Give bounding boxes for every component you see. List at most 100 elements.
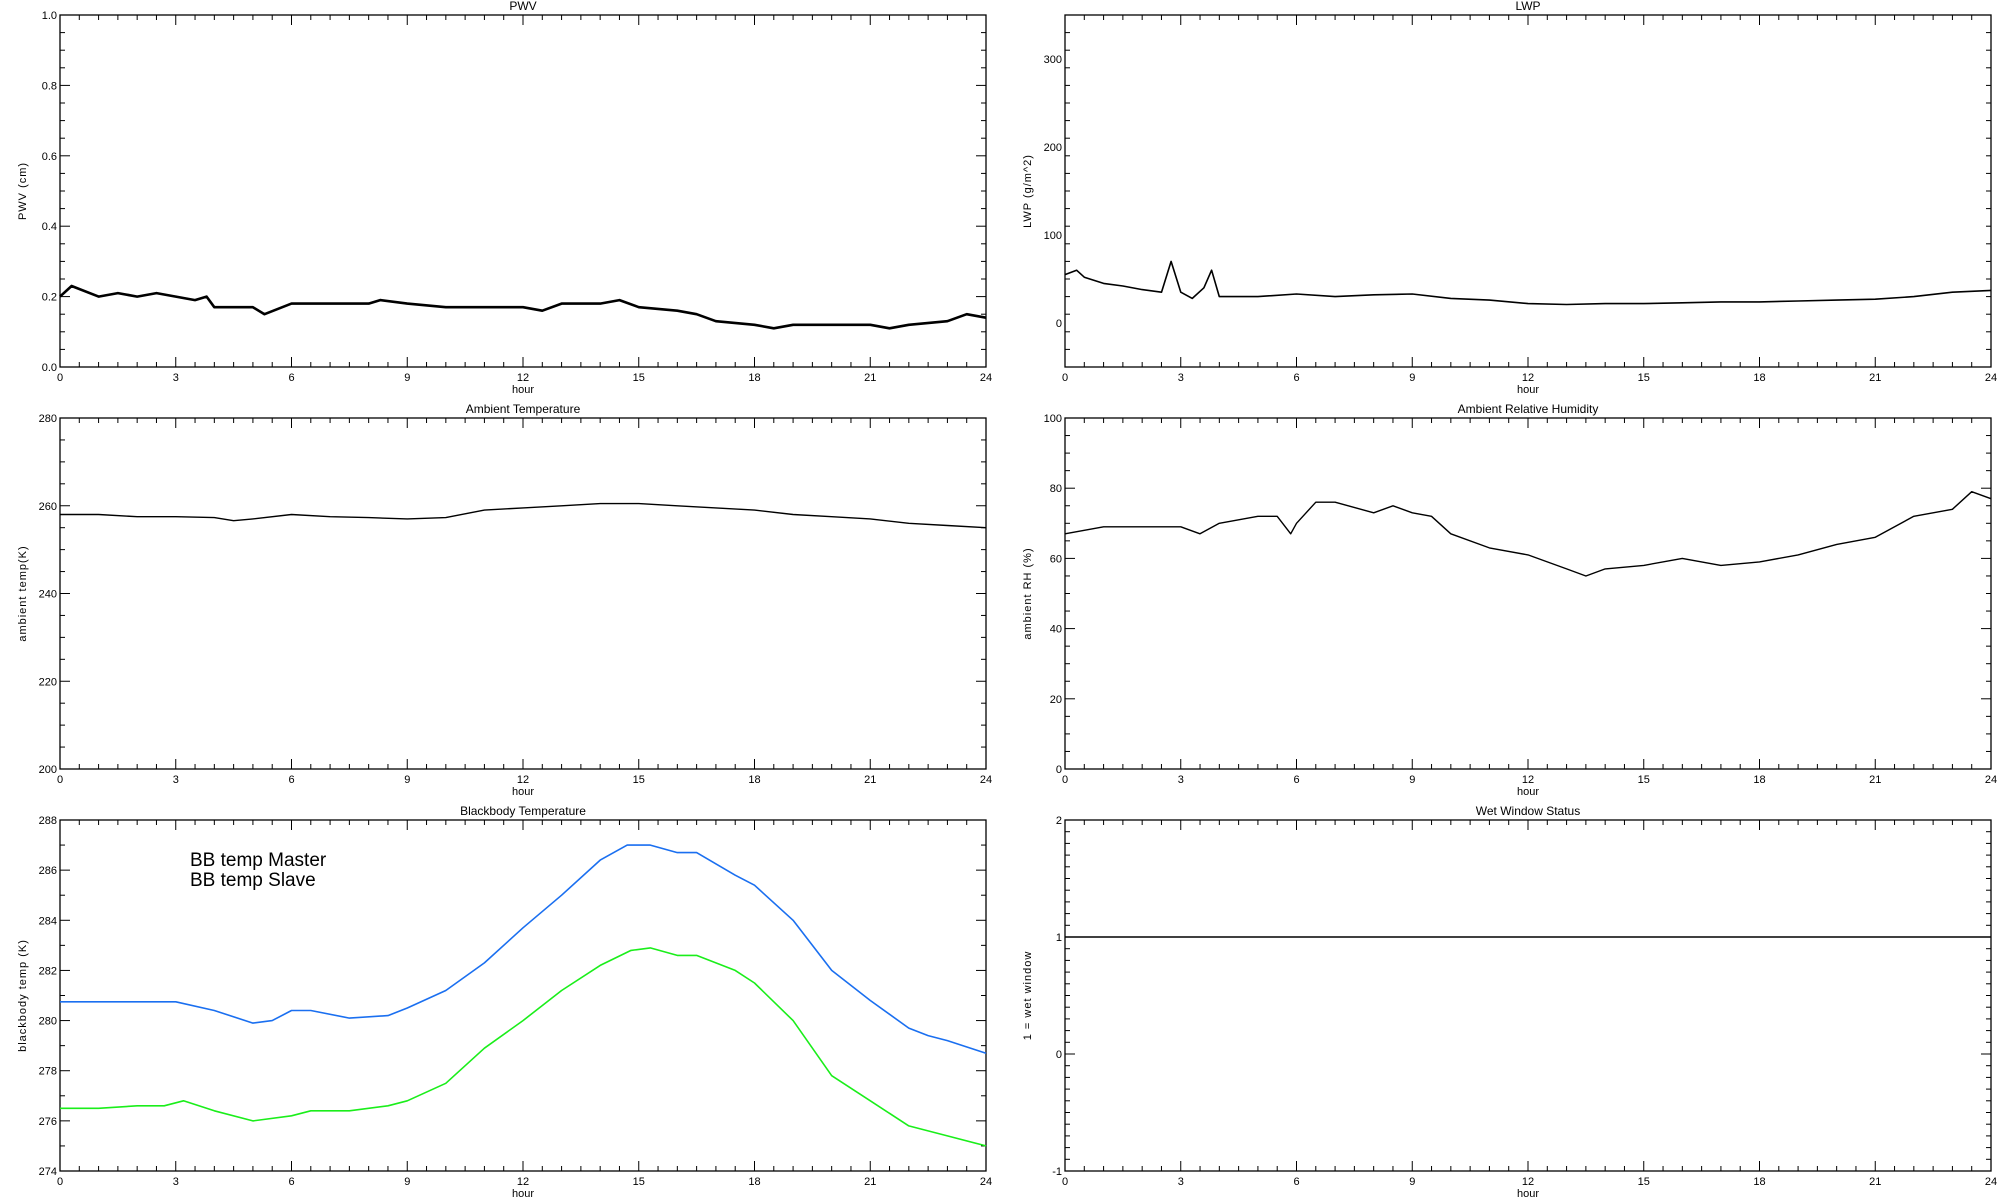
x-tick-label: 15 xyxy=(633,1176,645,1188)
y-tick-label: 240 xyxy=(39,589,57,601)
ambient-relative-humidity-title: Ambient Relative Humidity xyxy=(1458,402,1599,416)
y-tick-label: 1 xyxy=(1056,932,1062,944)
x-tick-label: 6 xyxy=(1293,372,1299,384)
x-tick-label: 0 xyxy=(57,1176,63,1188)
x-tick-label: 12 xyxy=(1522,774,1534,786)
x-tick-label: 21 xyxy=(864,774,876,786)
x-tick-label: 12 xyxy=(1522,1176,1534,1188)
x-tick-label: 3 xyxy=(1178,1176,1184,1188)
ambient-temperature-y-axis-label: ambient temp(K) xyxy=(17,545,29,641)
ambient-relative-humidity-plot-frame xyxy=(1064,417,1992,770)
y-tick-label: 0 xyxy=(1056,764,1062,776)
y-tick-label: 0 xyxy=(1056,318,1062,330)
x-tick-label: 18 xyxy=(748,372,760,384)
x-tick-label: 15 xyxy=(1638,372,1650,384)
x-tick-label: 21 xyxy=(1869,774,1881,786)
y-tick-label: 2 xyxy=(1056,815,1062,827)
y-tick-label: -1 xyxy=(1052,1166,1062,1178)
x-tick-label: 12 xyxy=(517,372,529,384)
x-tick-label: 24 xyxy=(1985,1176,1997,1188)
x-tick-label: 9 xyxy=(1409,774,1415,786)
blackbody-temperature-title: Blackbody Temperature xyxy=(460,804,586,818)
y-tick-label: 0.0 xyxy=(42,362,57,374)
y-tick-label: 200 xyxy=(1044,142,1062,154)
x-tick-label: 18 xyxy=(748,774,760,786)
y-tick-label: 100 xyxy=(1044,413,1062,425)
y-tick-label: 100 xyxy=(1044,230,1062,242)
wet-window-status-panel: Wet Window Status hour 1 = wet window 0 3 6 9 1… xyxy=(1022,804,1997,1200)
y-tick-label: 282 xyxy=(39,965,57,977)
x-tick-label: 0 xyxy=(57,774,63,786)
x-tick-label: 9 xyxy=(1409,1176,1415,1188)
legend-entry: BB temp Slave xyxy=(190,870,316,891)
y-tick-label: 0.4 xyxy=(42,221,57,233)
y-tick-label: 276 xyxy=(39,1116,57,1128)
x-tick-label: 3 xyxy=(1178,774,1184,786)
x-tick-label: 15 xyxy=(1638,774,1650,786)
y-tick-label: 300 xyxy=(1044,54,1062,66)
y-tick-label: 80 xyxy=(1050,483,1062,495)
ambient-temperature-x-axis-label: hour xyxy=(512,786,534,798)
y-tick-label: 288 xyxy=(39,815,57,827)
lwp-series-line-0 xyxy=(1064,260,1992,306)
ambient-temperature-panel: Ambient Temperature hour ambient temp(K) 0 3… xyxy=(17,402,992,798)
wet-window-status-y-axis-label: 1 = wet window xyxy=(1022,951,1034,1041)
x-tick-label: 6 xyxy=(1293,1176,1299,1188)
y-tick-label: 0.2 xyxy=(42,292,57,304)
x-tick-label: 24 xyxy=(980,372,992,384)
x-tick-label: 21 xyxy=(864,1176,876,1188)
pwv-panel: PWV hour PWV (cm) 0 3 6 9 12 15 18 21 24 0.0 0.2 0.4 0.… xyxy=(17,0,992,396)
lwp-plot-frame xyxy=(1064,14,1992,368)
x-tick-label: 18 xyxy=(748,1176,760,1188)
x-tick-label: 6 xyxy=(1293,774,1299,786)
pwv-y-axis-label: PWV (cm) xyxy=(17,162,29,220)
x-tick-label: 15 xyxy=(1638,1176,1650,1188)
wet-window-status-title: Wet Window Status xyxy=(1476,804,1580,818)
ambient-relative-humidity-x-axis-label: hour xyxy=(1517,786,1539,798)
x-tick-label: 9 xyxy=(404,372,410,384)
x-tick-label: 21 xyxy=(1869,1176,1881,1188)
pwv-series-line-0 xyxy=(59,284,987,330)
x-tick-label: 18 xyxy=(1753,372,1765,384)
y-tick-label: 0 xyxy=(1056,1049,1062,1061)
x-tick-label: 0 xyxy=(1062,1176,1068,1188)
wet-window-status-x-axis-label: hour xyxy=(1517,1188,1539,1200)
x-tick-label: 0 xyxy=(1062,372,1068,384)
x-tick-label: 21 xyxy=(864,372,876,384)
x-tick-label: 9 xyxy=(404,1176,410,1188)
pwv-x-axis-label: hour xyxy=(512,384,534,396)
x-tick-label: 24 xyxy=(1985,372,1997,384)
blackbody-temperature-series-line-1 xyxy=(60,947,987,1147)
x-tick-label: 18 xyxy=(1753,1176,1765,1188)
lwp-panel: LWP hour LWP (g/m^2) 0 3 6 9 12 15 18 21 24 0 100 200 3… xyxy=(1022,0,1997,396)
ambient-relative-humidity-panel: Ambient Relative Humidity hour ambient RH … xyxy=(1022,402,1997,798)
x-tick-label: 0 xyxy=(1062,774,1068,786)
y-tick-label: 278 xyxy=(39,1066,57,1078)
x-tick-label: 18 xyxy=(1753,774,1765,786)
ambient-temperature-series-line-0 xyxy=(60,502,987,529)
y-tick-label: 60 xyxy=(1050,553,1062,565)
y-tick-label: 200 xyxy=(39,764,57,776)
y-tick-label: 286 xyxy=(39,865,57,877)
x-tick-label: 6 xyxy=(288,1176,294,1188)
x-tick-label: 9 xyxy=(404,774,410,786)
x-tick-label: 12 xyxy=(1522,372,1534,384)
y-tick-label: 20 xyxy=(1050,694,1062,706)
blackbody-temperature-y-axis-label: blackbody temp (K) xyxy=(17,939,29,1052)
ambient-relative-humidity-series-line-0 xyxy=(1064,491,1992,577)
lwp-y-axis-label: LWP (g/m^2) xyxy=(1022,154,1034,228)
x-tick-label: 3 xyxy=(173,372,179,384)
y-tick-label: 220 xyxy=(39,676,57,688)
y-tick-label: 1.0 xyxy=(42,10,57,22)
x-tick-label: 15 xyxy=(633,372,645,384)
x-tick-label: 24 xyxy=(980,1176,992,1188)
x-tick-label: 3 xyxy=(173,1176,179,1188)
x-tick-label: 9 xyxy=(1409,372,1415,384)
x-tick-label: 6 xyxy=(288,372,294,384)
wet-window-status-plot-frame xyxy=(1064,819,1992,1172)
y-tick-label: 280 xyxy=(39,1016,57,1028)
x-tick-label: 3 xyxy=(1178,372,1184,384)
pwv-plot-frame xyxy=(59,14,987,368)
blackbody-temperature-series-line-0 xyxy=(60,844,987,1054)
